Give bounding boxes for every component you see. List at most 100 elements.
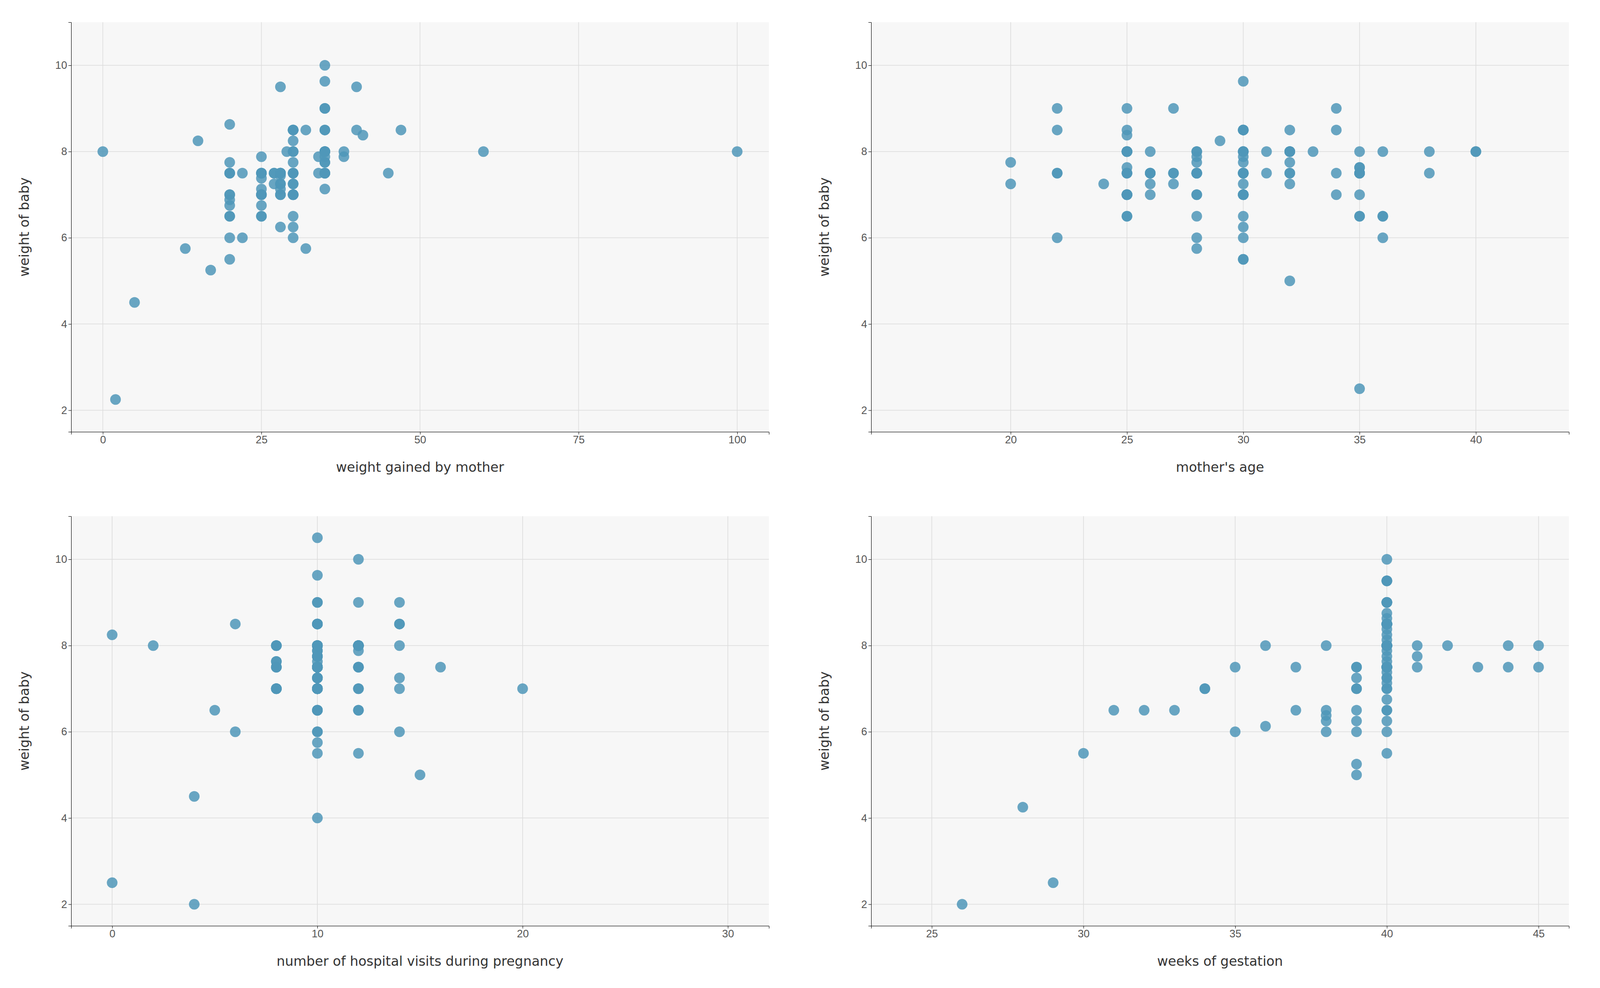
point <box>256 211 267 222</box>
x-tick-label: 10 <box>311 928 324 940</box>
point <box>394 672 405 684</box>
point <box>312 651 323 662</box>
point <box>271 683 282 695</box>
y-tick: 10 <box>855 59 872 72</box>
grid-line-x <box>1010 22 1012 432</box>
point <box>1381 662 1392 673</box>
point <box>1351 672 1362 684</box>
point <box>97 146 108 157</box>
x-tick: 50 <box>414 432 427 446</box>
grid-line-x <box>931 516 933 927</box>
point <box>312 748 323 760</box>
point <box>1005 178 1016 190</box>
grid-line-y <box>71 904 769 906</box>
point <box>319 184 331 195</box>
point <box>1290 705 1302 716</box>
grid-line-y <box>71 64 769 66</box>
y-tick-mark <box>68 645 72 647</box>
point <box>1284 275 1296 287</box>
point <box>1121 189 1133 200</box>
point <box>1052 232 1063 244</box>
y-tick-label: 4 <box>861 318 868 331</box>
point <box>1381 619 1392 630</box>
x-tick: 25 <box>255 432 268 446</box>
point <box>256 189 267 200</box>
point <box>319 168 331 179</box>
point <box>1237 168 1249 179</box>
point <box>312 683 323 695</box>
point <box>312 672 323 684</box>
x-tick-label: 0 <box>100 433 106 446</box>
point <box>1121 189 1133 200</box>
point <box>1354 168 1365 179</box>
panel: 0102030246810number of hospital visits d… <box>16 516 770 970</box>
point <box>352 640 364 652</box>
point <box>1144 146 1156 157</box>
point <box>352 597 364 608</box>
point <box>312 683 323 695</box>
grid <box>71 22 769 432</box>
point <box>1237 156 1249 168</box>
y-tick: 4 <box>61 318 72 331</box>
y-tick: 8 <box>61 639 72 652</box>
point <box>1381 748 1392 760</box>
x-tick-label: 25 <box>926 928 939 940</box>
point <box>288 189 299 200</box>
y-tick-mark <box>68 818 72 819</box>
point <box>288 124 299 136</box>
point <box>1290 662 1302 673</box>
grid-line-y <box>871 559 1569 560</box>
y-tick-label: 6 <box>861 725 868 738</box>
point <box>312 651 323 662</box>
point <box>1381 705 1392 716</box>
point <box>312 662 323 673</box>
point <box>1237 124 1249 136</box>
point <box>1307 146 1319 157</box>
point <box>1381 662 1392 673</box>
point <box>288 135 299 147</box>
point <box>148 640 159 652</box>
point <box>275 168 286 179</box>
x-tick-label: 35 <box>1353 433 1366 446</box>
point <box>1168 168 1179 179</box>
point <box>312 619 323 630</box>
y-tick: 4 <box>861 812 872 825</box>
point <box>1381 619 1392 630</box>
point <box>319 146 331 157</box>
point <box>312 640 323 652</box>
point <box>1284 124 1296 136</box>
y-tick: 2 <box>861 404 872 417</box>
point <box>1121 103 1133 114</box>
grid-line-x <box>736 22 738 432</box>
point <box>319 146 331 157</box>
point <box>352 683 364 695</box>
y-axis: 246810 <box>855 22 872 433</box>
y-tick-label: 6 <box>861 231 868 244</box>
point <box>352 640 364 652</box>
point <box>351 124 362 136</box>
point <box>106 629 118 641</box>
y-tick-label: 8 <box>61 145 68 158</box>
point <box>1381 640 1392 652</box>
point <box>288 168 299 179</box>
y-axis-title: weight of baby <box>16 177 32 277</box>
y-axis: 246810 <box>855 516 872 927</box>
point <box>1381 640 1392 652</box>
point <box>352 662 364 673</box>
point <box>1381 705 1392 716</box>
point <box>271 640 282 652</box>
point <box>312 662 323 673</box>
grid-line-y <box>71 732 769 733</box>
point <box>1351 662 1362 673</box>
point <box>319 168 331 179</box>
y-tick-label: 10 <box>855 59 868 72</box>
point <box>300 124 312 136</box>
point <box>1381 619 1392 630</box>
point <box>1381 640 1392 652</box>
point <box>1284 146 1296 157</box>
point <box>1052 168 1063 179</box>
point <box>275 168 286 179</box>
point <box>1121 168 1133 179</box>
y-tick-mark <box>868 904 872 905</box>
y-tick-label: 2 <box>861 404 868 417</box>
